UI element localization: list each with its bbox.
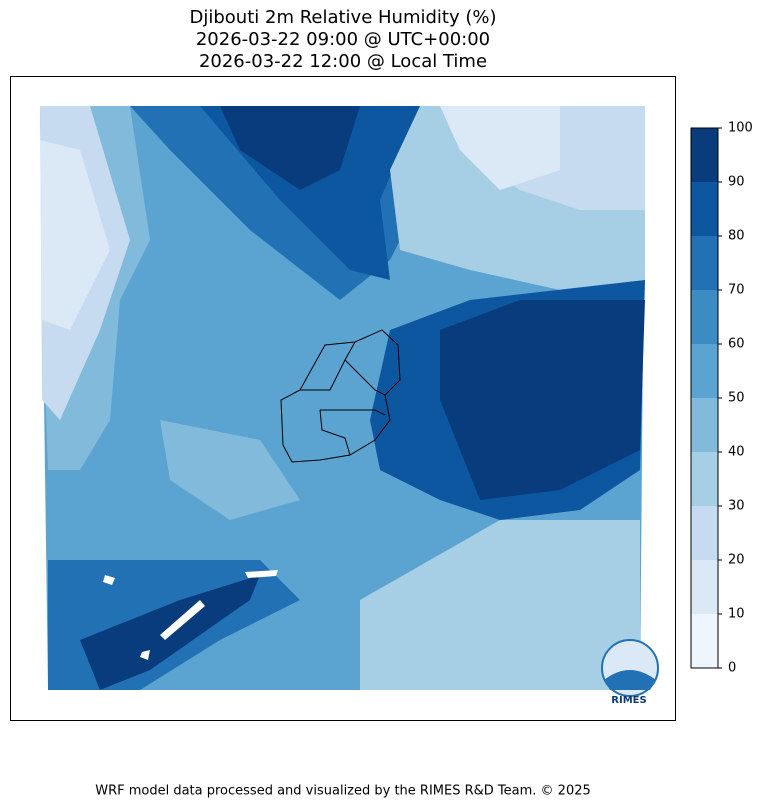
colorbar-segment (691, 560, 718, 614)
colorbar-segment (691, 506, 718, 560)
colorbar-segment (691, 614, 718, 668)
title-line: 2026-03-22 12:00 @ Local Time (199, 51, 487, 72)
colorbar-segment (691, 182, 718, 236)
colorbar-segment (691, 344, 718, 398)
colorbar-tick-label: 90 (728, 175, 745, 190)
map-frame (10, 76, 676, 721)
colorbar-tick-label: 30 (728, 499, 745, 514)
colorbar-segment (691, 290, 718, 344)
colorbar-tick-label: 70 (728, 283, 745, 298)
country-borders (280, 329, 401, 463)
colorbar-tick-label: 40 (728, 445, 745, 460)
colorbar-segment (691, 452, 718, 506)
colorbar-tick-label: 50 (728, 391, 745, 406)
title-line: 2026-03-22 09:00 @ UTC+00:00 (196, 29, 490, 50)
colorbar-segment (691, 236, 718, 290)
title-line: Djibouti 2m Relative Humidity (%) (190, 7, 497, 28)
footer: WRF model data processed and visualized … (95, 784, 591, 799)
colorbar-tick-label: 80 (728, 229, 745, 244)
humidity-field (40, 106, 645, 690)
colorbar-tick-label: 20 (728, 553, 745, 568)
colorbar-tick-label: 60 (728, 337, 745, 352)
rimes-logo: RIMES (601, 639, 659, 706)
colorbar-tick-label: 10 (728, 607, 745, 622)
colorbar-tick-label: 100 (728, 121, 753, 136)
colorbar-segment (691, 398, 718, 452)
colorbar-tick-label: 0 (728, 661, 736, 676)
logo-text: RIMES (611, 695, 646, 706)
colorbar-segment (691, 128, 718, 182)
colorbar: 0 10 20 30 40 50 60 70 80 90 100 (690, 121, 753, 676)
